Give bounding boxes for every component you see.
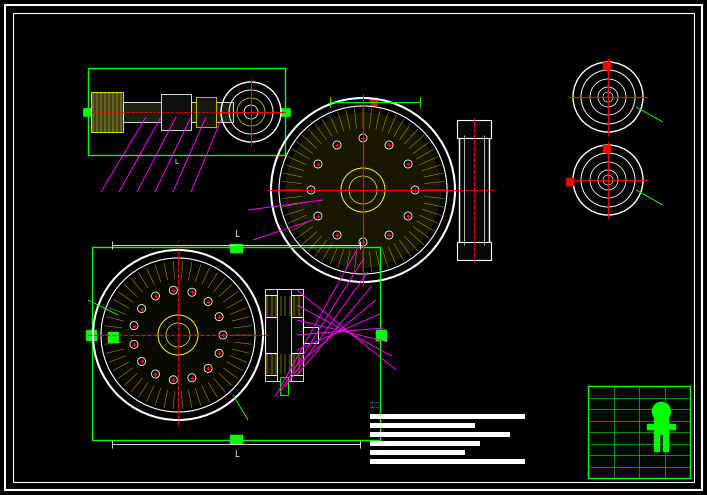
Bar (566, 178, 573, 185)
Bar (370, 432, 510, 437)
Circle shape (285, 112, 441, 268)
Bar (457, 242, 491, 260)
Bar (668, 424, 675, 429)
Circle shape (404, 160, 412, 168)
Text: L: L (174, 159, 178, 165)
Circle shape (130, 341, 138, 348)
Circle shape (105, 262, 251, 408)
Bar (230, 435, 242, 443)
Bar (88, 68, 285, 155)
Bar (370, 459, 525, 464)
Bar (230, 244, 242, 252)
Text: L: L (234, 450, 238, 459)
Circle shape (169, 376, 177, 384)
Bar (459, 132, 489, 248)
Circle shape (333, 141, 341, 149)
Circle shape (411, 186, 419, 194)
Bar (196, 97, 216, 127)
Circle shape (404, 212, 412, 220)
Bar (91, 92, 123, 132)
Bar (655, 412, 668, 434)
Bar (277, 289, 291, 381)
Bar (303, 327, 318, 343)
Circle shape (314, 160, 322, 168)
Circle shape (138, 357, 146, 365)
Circle shape (188, 288, 196, 296)
Bar (603, 145, 610, 152)
Text: L: L (234, 230, 238, 239)
Circle shape (204, 297, 212, 305)
Bar (265, 289, 303, 295)
Bar (663, 433, 668, 451)
Bar (280, 377, 288, 395)
Text: 比例表: 比例表 (370, 402, 380, 408)
Bar (265, 295, 303, 317)
Bar (86, 330, 96, 340)
Bar (92, 247, 380, 440)
Circle shape (385, 231, 393, 239)
Circle shape (169, 286, 177, 294)
Circle shape (219, 331, 227, 339)
Circle shape (151, 370, 160, 378)
Circle shape (359, 134, 367, 142)
Circle shape (188, 374, 196, 382)
Circle shape (215, 349, 223, 357)
Circle shape (333, 231, 341, 239)
Bar (648, 424, 655, 429)
Bar (265, 375, 303, 381)
Bar (370, 414, 525, 419)
Bar (370, 441, 480, 446)
Bar (370, 423, 475, 428)
Bar (265, 353, 303, 375)
Circle shape (314, 212, 322, 220)
Bar (108, 332, 118, 342)
Circle shape (204, 364, 212, 372)
Bar (655, 433, 660, 451)
Circle shape (653, 402, 670, 420)
Bar (265, 317, 303, 353)
Circle shape (359, 238, 367, 246)
Bar (370, 98, 377, 105)
Circle shape (385, 141, 393, 149)
Circle shape (307, 186, 315, 194)
Bar (280, 108, 290, 116)
Circle shape (215, 313, 223, 321)
Bar (370, 450, 465, 455)
Circle shape (130, 322, 138, 330)
Bar (588, 386, 690, 478)
Bar (457, 120, 491, 138)
Bar (161, 94, 191, 130)
Bar (376, 330, 386, 340)
Bar (123, 102, 233, 122)
Bar (376, 330, 386, 340)
Circle shape (151, 292, 160, 300)
Circle shape (138, 304, 146, 312)
Bar (603, 62, 610, 69)
Bar (83, 108, 93, 116)
